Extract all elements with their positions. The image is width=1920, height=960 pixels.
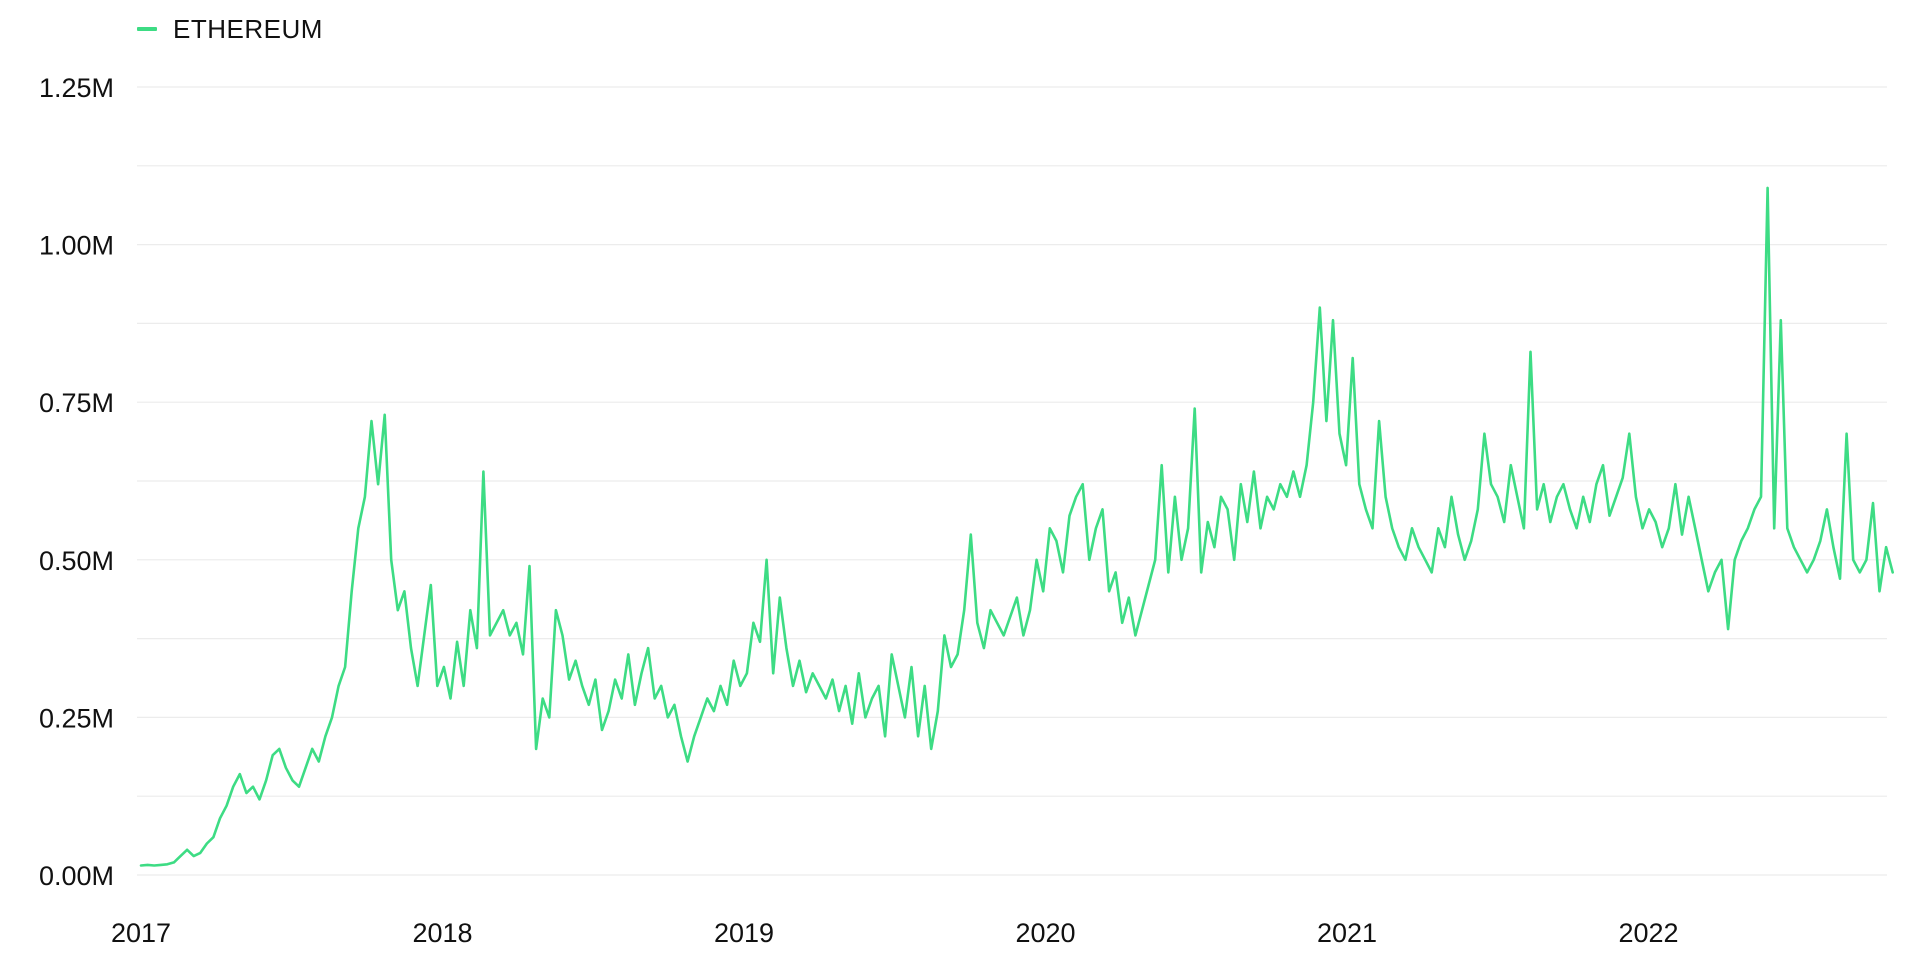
gridlines bbox=[137, 86, 1887, 876]
x-tick-label: 2020 bbox=[1015, 918, 1075, 948]
x-tick-label: 2017 bbox=[111, 918, 171, 948]
x-tick-label: 2019 bbox=[714, 918, 774, 948]
x-tick-label: 2021 bbox=[1317, 918, 1377, 948]
y-tick-label: 0.50M bbox=[39, 546, 114, 576]
y-tick-label: 0.00M bbox=[39, 861, 114, 891]
y-axis: 0.00M 0.25M 0.50M 0.75M 1.00M 1.25M bbox=[39, 73, 114, 891]
y-tick-label: 1.00M bbox=[39, 231, 114, 261]
x-tick-label: 2018 bbox=[412, 918, 472, 948]
x-tick-label: 2022 bbox=[1618, 918, 1678, 948]
x-axis: 2017 2018 2019 2020 2021 2022 bbox=[111, 918, 1679, 948]
y-tick-label: 0.25M bbox=[39, 703, 114, 733]
y-tick-label: 0.75M bbox=[39, 388, 114, 418]
legend-label-ethereum: ETHEREUM bbox=[173, 14, 323, 44]
legend-swatch-ethereum bbox=[137, 27, 157, 31]
chart-legend: ETHEREUM bbox=[137, 14, 323, 44]
y-tick-label: 1.25M bbox=[39, 73, 114, 103]
ethereum-series-line bbox=[139, 186, 1894, 867]
